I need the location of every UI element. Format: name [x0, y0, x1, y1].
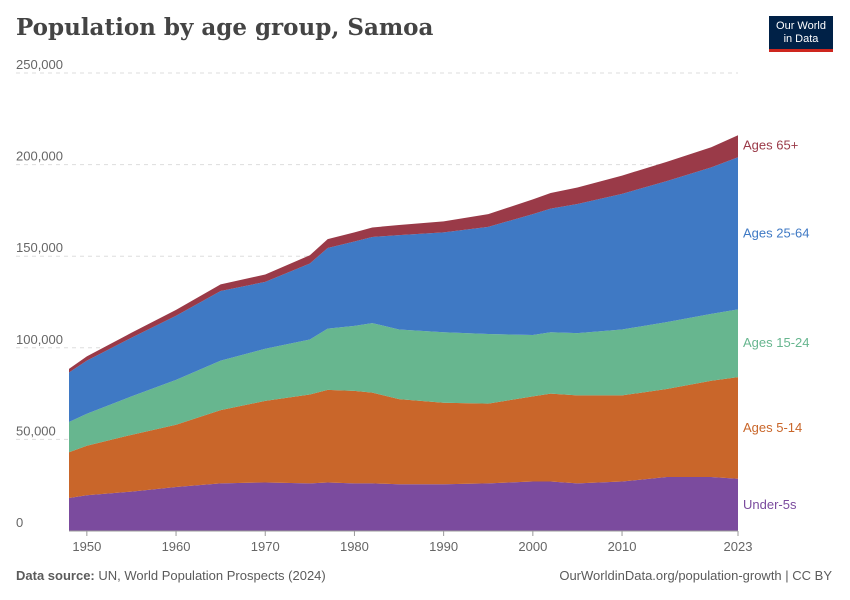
- area-ages-25-64: [69, 157, 738, 422]
- area-ages-65: [69, 135, 738, 373]
- chart-title: Population by age group, Samoa: [16, 14, 434, 41]
- label-under-5s: Under-5s: [743, 497, 797, 512]
- data-source: Data source: UN, World Population Prospe…: [16, 568, 326, 583]
- logo-line-2: in Data: [783, 33, 819, 45]
- label-ages-5-14: Ages 5-14: [743, 420, 802, 435]
- x-tick-label: 2000: [518, 539, 547, 554]
- y-tick-label: 150,000: [16, 240, 63, 255]
- stacked-area-chart: 0 50,000 100,000 150,000 200,000 250,000 1950…: [16, 57, 810, 554]
- x-tick-label: 2010: [608, 539, 637, 554]
- area-under-5s: [69, 476, 738, 531]
- data-source-text: UN, World Population Prospects (2024): [98, 568, 326, 583]
- x-tick-label: 1950: [72, 539, 101, 554]
- area-ages-5-14: [69, 377, 738, 499]
- x-tick-label: 2023: [724, 539, 753, 554]
- area-ages-15-24: [69, 309, 738, 453]
- x-tick-label: 1970: [251, 539, 280, 554]
- y-tick-label: 200,000: [16, 149, 63, 164]
- y-tick-label: 0: [16, 515, 23, 530]
- logo-line-1: Our World: [776, 20, 826, 32]
- label-ages-15-24: Ages 15-24: [743, 335, 810, 350]
- x-tick-label: 1960: [162, 539, 191, 554]
- x-axis: 1950 1960 1970 1980 1990 2000 2010 2023: [69, 530, 753, 554]
- y-tick-label: 50,000: [16, 423, 56, 438]
- x-tick-label: 1980: [340, 539, 369, 554]
- label-ages-65: Ages 65+: [743, 137, 798, 152]
- source-url[interactable]: OurWorldinData.org/population-growth | C…: [559, 568, 832, 583]
- data-source-label: Data source:: [16, 568, 95, 583]
- series-areas: [69, 135, 738, 531]
- y-tick-label: 100,000: [16, 332, 63, 347]
- y-tick-label: 250,000: [16, 57, 63, 72]
- x-tick-label: 1990: [429, 539, 458, 554]
- owid-logo[interactable]: Our World in Data: [769, 16, 833, 52]
- label-ages-25-64: Ages 25-64: [743, 225, 810, 240]
- series-labels: Under-5s Ages 5-14 Ages 15-24 Ages 25-64 Age…: [743, 137, 810, 512]
- y-axis-ticks: 0 50,000 100,000 150,000 200,000 250,000: [16, 57, 63, 530]
